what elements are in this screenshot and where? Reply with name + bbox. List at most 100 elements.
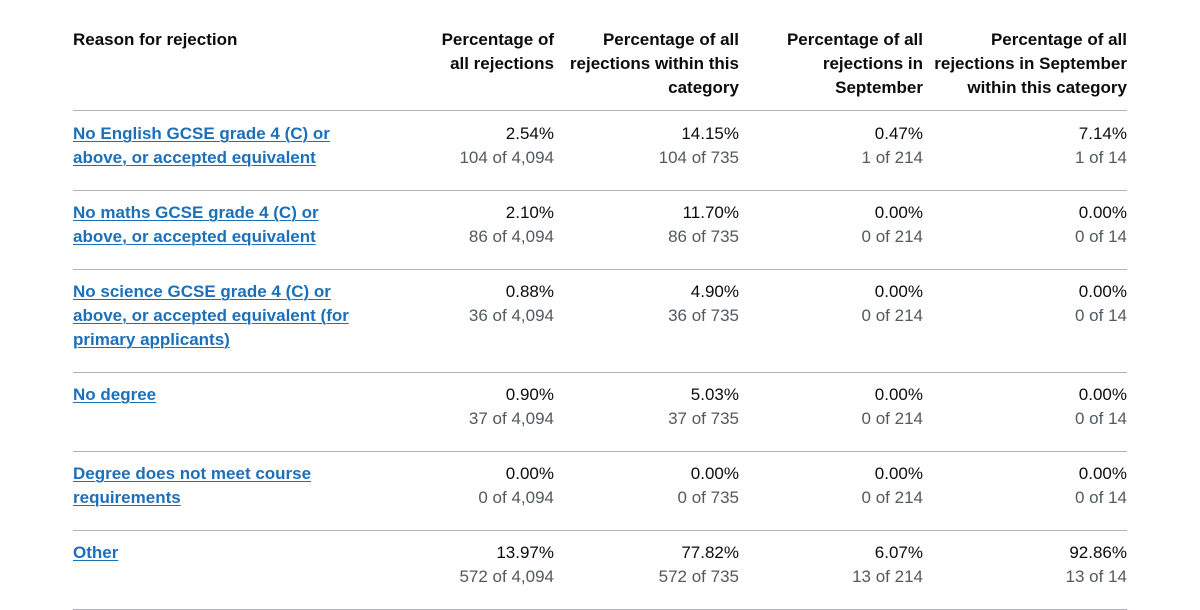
pct-all-cell: 2.10% 86 of 4,094 [423,190,554,270]
count-value: 0 of 214 [861,409,923,428]
percentage-value: 92.86% [1069,543,1127,562]
reason-cell: No degree [73,372,423,452]
table-body: No English GCSE grade 4 (C) or above, or… [73,110,1127,610]
header-row: Reason for rejection Percentage of all r… [73,28,1127,111]
pct-category-cell: 0.00% 0 of 735 [554,451,739,531]
count-value: 13 of 14 [1065,567,1127,586]
table-header: Reason for rejection Percentage of all r… [73,28,1127,111]
reason-cell: No maths GCSE grade 4 (C) or above, or a… [73,190,423,270]
reason-link-other[interactable]: Other [73,543,119,562]
pct-category-cell: 11.70% 86 of 735 [554,190,739,270]
table-row: No degree 0.90% 37 of 4,094 5.03% 37 of … [73,372,1127,452]
pct-september-cell: 0.00% 0 of 214 [739,269,923,373]
count-value: 572 of 735 [658,567,739,586]
percentage-value: 7.14% [1078,124,1127,143]
count-value: 0 of 214 [861,227,923,246]
pct-september-cell: 0.00% 0 of 214 [739,451,923,531]
percentage-value: 0.90% [505,385,554,404]
percentage-value: 0.47% [874,124,923,143]
pct-all-cell: 0.00% 0 of 4,094 [423,451,554,531]
count-value: 104 of 735 [658,148,739,167]
reason-cell: Other [73,530,423,610]
count-value: 36 of 735 [668,306,739,325]
pct-all-cell: 2.54% 104 of 4,094 [423,110,554,191]
percentage-value: 0.00% [874,282,923,301]
pct-category-cell: 5.03% 37 of 735 [554,372,739,452]
percentage-value: 77.82% [681,543,739,562]
header-reason: Reason for rejection [73,28,423,111]
reason-link-no-maths-gcse[interactable]: No maths GCSE grade 4 (C) or above, or a… [73,203,319,246]
count-value: 0 of 14 [1075,227,1127,246]
percentage-value: 2.54% [505,124,554,143]
count-value: 37 of 4,094 [468,409,554,428]
pct-september-cell: 0.00% 0 of 214 [739,372,923,452]
pct-september-category-cell: 0.00% 0 of 14 [923,190,1127,270]
percentage-value: 2.10% [505,203,554,222]
percentage-value: 0.00% [1078,282,1127,301]
percentage-value: 0.00% [1078,464,1127,483]
percentage-value: 4.90% [690,282,739,301]
pct-september-category-cell: 92.86% 13 of 14 [923,530,1127,610]
pct-september-category-cell: 7.14% 1 of 14 [923,110,1127,191]
percentage-value: 11.70% [682,203,739,222]
count-value: 0 of 735 [677,488,739,507]
pct-category-cell: 77.82% 572 of 735 [554,530,739,610]
pct-all-cell: 0.88% 36 of 4,094 [423,269,554,373]
count-value: 0 of 14 [1075,409,1127,428]
header-pct-all: Percentage of all rejections [423,28,554,111]
table-row: Degree does not meet course requirements… [73,451,1127,531]
count-value: 104 of 4,094 [459,148,554,167]
percentage-value: 14.15% [681,124,739,143]
reason-link-no-degree[interactable]: No degree [73,385,157,404]
pct-september-cell: 0.47% 1 of 214 [739,110,923,191]
header-pct-category: Percentage of all rejections within this… [554,28,739,111]
reason-cell: Degree does not meet course requirements [73,451,423,531]
reason-link-no-science-gcse[interactable]: No science GCSE grade 4 (C) or above, or… [73,282,349,349]
reason-link-degree-not-meet-requirements[interactable]: Degree does not meet course requirements [73,464,312,507]
percentage-value: 5.03% [690,385,739,404]
percentage-value: 0.00% [1078,385,1127,404]
percentage-value: 6.07% [874,543,923,562]
reason-link-no-english-gcse[interactable]: No English GCSE grade 4 (C) or above, or… [73,124,330,167]
count-value: 13 of 214 [852,567,923,586]
table-row: No science GCSE grade 4 (C) or above, or… [73,269,1127,373]
header-pct-september-category: Percentage of all rejections in Septembe… [923,28,1127,111]
count-value: 37 of 735 [668,409,739,428]
pct-september-category-cell: 0.00% 0 of 14 [923,269,1127,373]
percentage-value: 0.00% [1078,203,1127,222]
count-value: 0 of 214 [861,306,923,325]
count-value: 0 of 14 [1075,488,1127,507]
count-value: 36 of 4,094 [468,306,554,325]
count-value: 1 of 14 [1075,148,1127,167]
pct-all-cell: 0.90% 37 of 4,094 [423,372,554,452]
count-value: 0 of 214 [861,488,923,507]
percentage-value: 0.00% [874,464,923,483]
count-value: 86 of 735 [668,227,739,246]
count-value: 572 of 4,094 [459,567,554,586]
pct-all-cell: 13.97% 572 of 4,094 [423,530,554,610]
rejection-reasons-table-container: Reason for rejection Percentage of all r… [73,28,1127,610]
percentage-value: 13.97% [496,543,554,562]
percentage-value: 0.00% [505,464,554,483]
pct-category-cell: 14.15% 104 of 735 [554,110,739,191]
count-value: 0 of 4,094 [478,488,554,507]
percentage-value: 0.00% [874,385,923,404]
table-row: Other 13.97% 572 of 4,094 77.82% 572 of … [73,530,1127,610]
pct-september-cell: 0.00% 0 of 214 [739,190,923,270]
reason-cell: No English GCSE grade 4 (C) or above, or… [73,110,423,191]
table-row: No English GCSE grade 4 (C) or above, or… [73,110,1127,191]
pct-september-cell: 6.07% 13 of 214 [739,530,923,610]
percentage-value: 0.00% [874,203,923,222]
pct-september-category-cell: 0.00% 0 of 14 [923,451,1127,531]
rejection-reasons-table: Reason for rejection Percentage of all r… [73,28,1127,610]
header-pct-september: Percentage of all rejections in Septembe… [739,28,923,111]
percentage-value: 0.88% [505,282,554,301]
pct-september-category-cell: 0.00% 0 of 14 [923,372,1127,452]
table-row: No maths GCSE grade 4 (C) or above, or a… [73,190,1127,270]
percentage-value: 0.00% [690,464,739,483]
count-value: 1 of 214 [861,148,923,167]
count-value: 86 of 4,094 [468,227,554,246]
pct-category-cell: 4.90% 36 of 735 [554,269,739,373]
reason-cell: No science GCSE grade 4 (C) or above, or… [73,269,423,373]
count-value: 0 of 14 [1075,306,1127,325]
